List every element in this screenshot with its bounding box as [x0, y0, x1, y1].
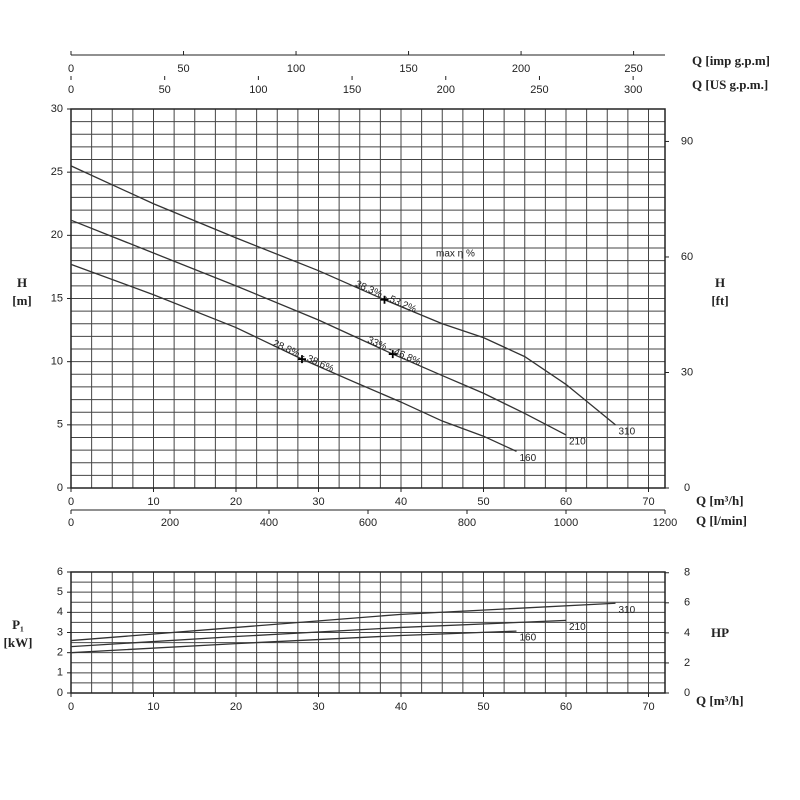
x-tick-label: 200 — [437, 84, 455, 96]
x-tick-label: 800 — [458, 517, 476, 529]
y-tick-label: 6 — [57, 566, 63, 578]
x-tick-label: 20 — [230, 701, 242, 713]
bep-label: 38.3% - 53.2% — [353, 279, 417, 316]
annotation: max η % — [436, 249, 475, 260]
x-tick-label: 50 — [177, 63, 189, 75]
series-line — [70, 630, 517, 654]
series-label: 160 — [520, 633, 537, 644]
bep-marker — [298, 355, 306, 364]
series-label: 310 — [619, 426, 636, 437]
y-label: [m] — [12, 293, 32, 308]
x-tick-label: 0 — [68, 84, 74, 96]
y2-tick-label: 8 — [684, 567, 690, 579]
x-tick-label: 70 — [642, 496, 654, 508]
x-label: Q [US g.p.m.] — [692, 77, 768, 92]
y-tick-label: 1 — [57, 667, 63, 679]
series-line — [70, 165, 616, 426]
bep-marker — [388, 350, 397, 359]
y2-label: H — [715, 275, 725, 290]
x-tick-label: 10 — [147, 701, 159, 713]
x-tick-label: 100 — [249, 84, 267, 96]
y-label: [kW] — [4, 635, 33, 650]
y-tick-label: 3 — [57, 626, 63, 638]
y-tick-label: 15 — [51, 292, 63, 304]
bep-label: 28.8% - 38.6% — [271, 338, 335, 375]
x-tick-label: 10 — [147, 496, 159, 508]
x-tick-label: 150 — [399, 63, 417, 75]
x-tick-label: 200 — [512, 63, 530, 75]
series-line — [70, 619, 567, 648]
series-line — [70, 263, 517, 452]
series-label: 210 — [569, 622, 586, 633]
x-tick-label: 250 — [624, 63, 642, 75]
bep-marker — [380, 295, 389, 304]
y2-tick-label: 90 — [681, 135, 693, 147]
y-label: H — [17, 275, 27, 290]
x-tick-label: 200 — [161, 517, 179, 529]
x-tick-label: 60 — [560, 701, 572, 713]
y-tick-label: 0 — [57, 687, 63, 699]
y-tick-label: 25 — [51, 166, 63, 178]
x-tick-label: 30 — [312, 701, 324, 713]
x-tick-label: 40 — [395, 701, 407, 713]
y2-tick-label: 0 — [684, 482, 690, 494]
y2-label: [ft] — [711, 293, 728, 308]
x-tick-label: 60 — [560, 496, 572, 508]
x-tick-label: 600 — [359, 517, 377, 529]
x-tick-label: 400 — [260, 517, 278, 529]
x-tick-label: 30 — [312, 496, 324, 508]
x-tick-label: 20 — [230, 496, 242, 508]
x-tick-label: 50 — [477, 701, 489, 713]
x-label: Q [imp g.p.m] — [692, 53, 770, 68]
x-tick-label: 100 — [287, 63, 305, 75]
x-tick-label: 50 — [477, 496, 489, 508]
y-label: P₁ — [12, 617, 24, 632]
y2-tick-label: 4 — [684, 627, 690, 639]
y-tick-label: 30 — [51, 103, 63, 115]
x-tick-label: 40 — [395, 496, 407, 508]
y-tick-label: 20 — [51, 229, 63, 241]
y-tick-label: 10 — [51, 356, 63, 368]
x-label: Q [l/min] — [696, 513, 747, 528]
bep-label: 33% - 46.8% — [366, 335, 423, 368]
x-tick-label: 70 — [642, 701, 654, 713]
y-tick-label: 2 — [57, 647, 63, 659]
y-tick-label: 0 — [57, 482, 63, 494]
y-tick-label: 5 — [57, 586, 63, 598]
x-tick-label: 0 — [68, 63, 74, 75]
y2-tick-label: 60 — [681, 251, 693, 263]
y-tick-label: 5 — [57, 419, 63, 431]
x-tick-label: 0 — [68, 517, 74, 529]
x-tick-label: 150 — [343, 84, 361, 96]
x-tick-label: 0 — [68, 701, 74, 713]
x-tick-label: 1000 — [554, 517, 578, 529]
x-tick-label: 0 — [68, 496, 74, 508]
x-tick-label: 50 — [159, 84, 171, 96]
y2-label: HP — [711, 625, 729, 640]
series-label: 310 — [619, 605, 636, 616]
x-label: Q [m³/h] — [696, 693, 744, 708]
series-label: 160 — [520, 453, 537, 464]
y2-tick-label: 0 — [684, 687, 690, 699]
series-label: 210 — [569, 437, 586, 448]
y2-tick-label: 2 — [684, 657, 690, 669]
x-tick-label: 1200 — [653, 517, 677, 529]
y2-tick-label: 6 — [684, 597, 690, 609]
series-line — [70, 602, 616, 642]
y2-tick-label: 30 — [681, 366, 693, 378]
x-tick-label: 250 — [530, 84, 548, 96]
x-tick-label: 300 — [624, 84, 642, 96]
x-label: Q [m³/h] — [696, 493, 744, 508]
y-tick-label: 4 — [57, 606, 63, 618]
